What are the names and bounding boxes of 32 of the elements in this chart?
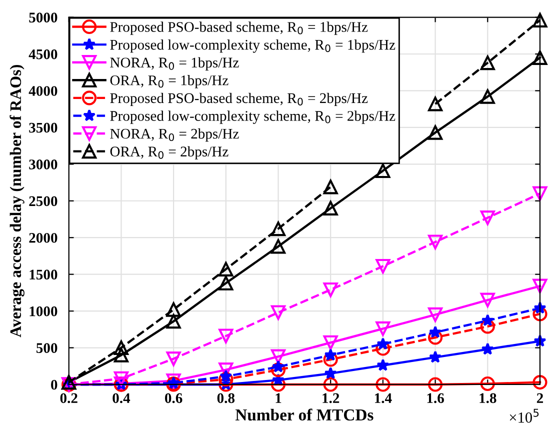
x-tick-label: 0.8: [217, 393, 235, 404]
legend-label: NORA, R$_{0}$ = 2bps/Hz: [110, 128, 239, 142]
x-tick-label: 2: [536, 393, 543, 403]
y-tick-label: 500: [36, 343, 58, 353]
y-tick-label: 2500: [29, 196, 58, 206]
y-axis-title: Average access delay (number of RAOs): [10, 65, 24, 338]
legend-label: ORA, R$_{0}$ = 2bps/Hz: [110, 146, 228, 160]
y-tick-label: 0: [51, 380, 58, 390]
y-tick-label: 4000: [28, 86, 58, 96]
legend-label: Proposed low-complexity scheme, R$_{0}$ = 2bps/Hz: [110, 110, 396, 124]
legend-label: NORA, R$_{0}$ = 1bps/Hz: [110, 57, 239, 70]
y-tick-label: 5000: [29, 12, 58, 22]
text: ×10$^{5}$: [510, 408, 539, 423]
x-tick-label: 1.8: [480, 393, 496, 404]
x-tick-label: 1.4: [375, 393, 392, 404]
legend-label: Proposed low-complexity scheme, R$_{0}$ = 1bps/Hz: [110, 39, 396, 53]
y-tick-label: 3000: [29, 160, 58, 170]
x-tick-label: 0.6: [165, 393, 182, 404]
x-tick-label: 1: [276, 393, 282, 403]
x-tick-label: 0.4: [112, 393, 130, 404]
y-tick-label: 4500: [28, 49, 58, 60]
x-tick-label: 1.2: [322, 393, 340, 404]
x-tick-label: 1.6: [427, 393, 444, 404]
legend-label: Proposed PSO-based scheme, R$_{0}$ = 1bps/Hz: [110, 22, 368, 35]
y-tick-label: 2000: [29, 232, 58, 243]
y-tick-label: 1000: [30, 306, 58, 316]
y-tick-label: 1500: [30, 270, 58, 280]
y-tick-label: 3500: [29, 122, 58, 133]
x-axis-title: Number of MTCDs: [235, 408, 374, 421]
legend-label: ORA, R$_{0}$ = 1bps/Hz: [110, 75, 228, 88]
x-tick-label: 0.2: [60, 393, 78, 404]
legend-label: Proposed PSO-based scheme, R$_{0}$ = 2bps/Hz: [110, 92, 368, 106]
